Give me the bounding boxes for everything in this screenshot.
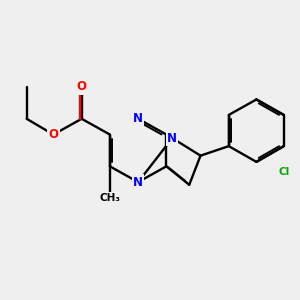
Text: N: N: [167, 132, 177, 145]
Text: O: O: [76, 80, 87, 94]
Text: N: N: [133, 112, 143, 125]
Text: O: O: [48, 128, 59, 141]
Text: CH₃: CH₃: [99, 193, 120, 203]
Text: Cl: Cl: [278, 167, 290, 177]
Text: N: N: [133, 176, 143, 189]
